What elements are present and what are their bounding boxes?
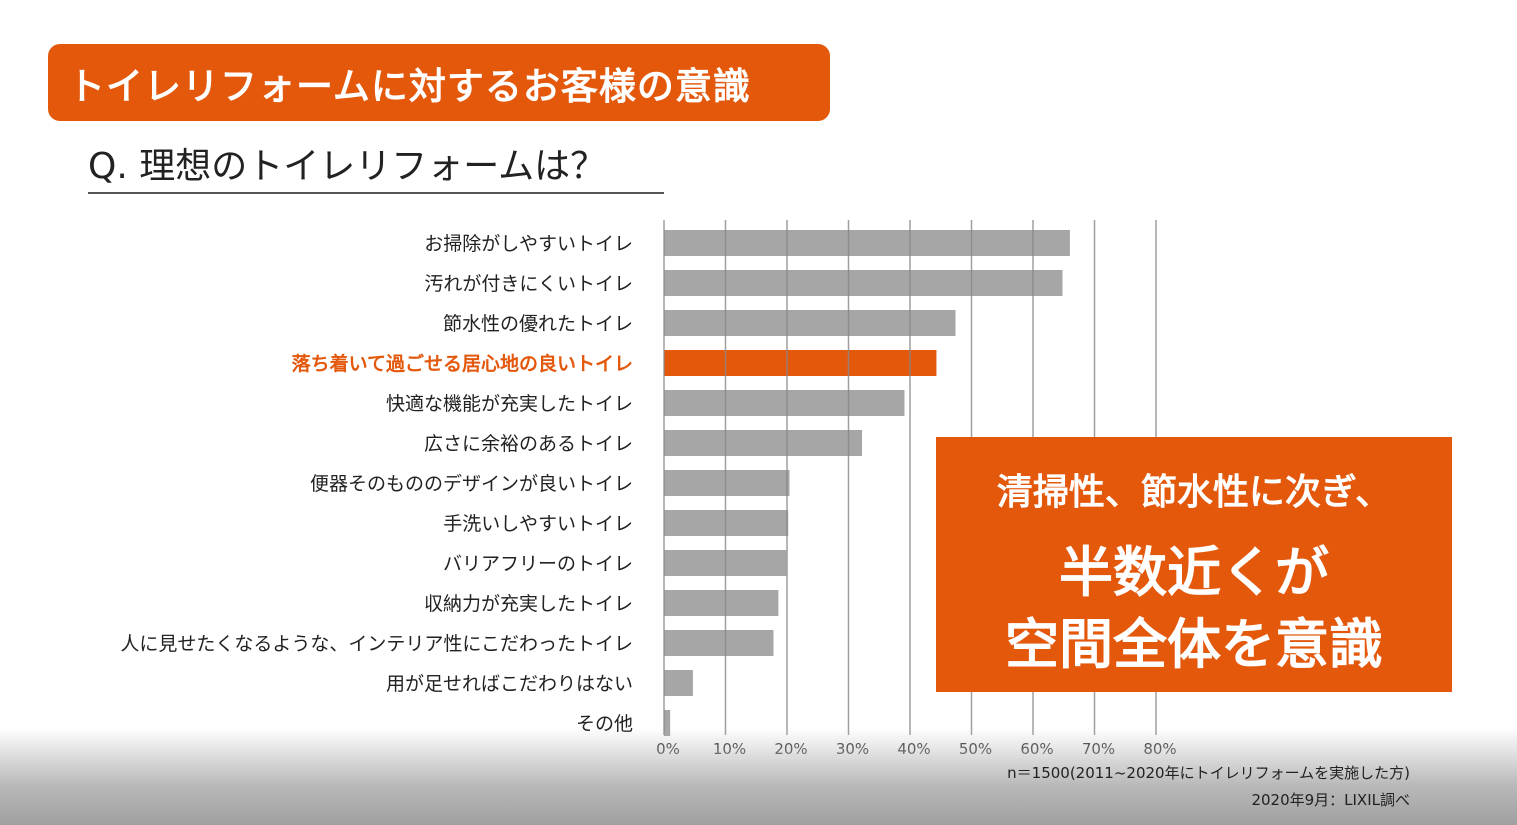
bar [664,590,779,616]
category-label: 汚れが付きにくいトイレ [424,273,633,295]
title-banner: トイレリフォームに対するお客様の意識 [48,44,830,121]
question-heading: Q. 理想のトイレリフォームは？ [88,142,664,194]
category-label: 落ち着いて過ごせる居心地の良いトイレ [292,352,633,375]
category-label: バリアフリーのトイレ [443,553,633,575]
x-tick-label: 50% [959,740,992,758]
category-label: 用が足せればこだわりはない [386,673,633,695]
category-label: 収納力が充実したトイレ [424,593,633,615]
bar [664,270,1063,296]
category-label: 広さに余裕のあるトイレ [424,433,633,455]
x-tick-label: 60% [1020,740,1053,758]
callout-box: 清掃性、節水性に次ぎ、 半数近くが 空間全体を意識 [936,437,1452,692]
callout-line2: 半数近くが [1059,541,1329,604]
bar [664,390,905,416]
callout-line3: 空間全体を意識 [1005,613,1383,676]
category-label: その他 [576,713,633,735]
category-label: 便器そのもののデザインが良いトイレ [310,473,633,495]
bar [664,350,937,376]
bar [664,230,1070,256]
x-tick-label: 70% [1082,740,1115,758]
x-tick-label: 20% [774,740,807,758]
x-tick-label: 30% [836,740,869,758]
category-label: 手洗いしやすいトイレ [443,513,633,535]
bar [664,710,671,736]
x-tick-label: 0% [656,740,680,758]
category-label: 節水性の優れたトイレ [443,313,633,335]
bar [664,470,790,496]
bar [664,430,863,456]
x-tick-label: 80% [1143,740,1176,758]
x-tick-label: 40% [897,740,930,758]
category-label: 快適な機能が充実したトイレ [386,393,633,415]
bar [664,670,693,696]
category-label: 人に見せたくなるような、インテリア性にこだわったトイレ [120,633,633,655]
sample-note: n＝1500(2011~2020年にトイレリフォームを実施した方) [1007,764,1410,782]
callout-line1: 清掃性、節水性に次ぎ、 [996,472,1392,513]
bar [664,310,956,336]
source-note: 2020年9月：LIXIL調べ [1251,791,1410,809]
bar [664,630,774,656]
x-tick-label: 10% [713,740,746,758]
category-label: お掃除がしやすいトイレ [424,233,633,255]
